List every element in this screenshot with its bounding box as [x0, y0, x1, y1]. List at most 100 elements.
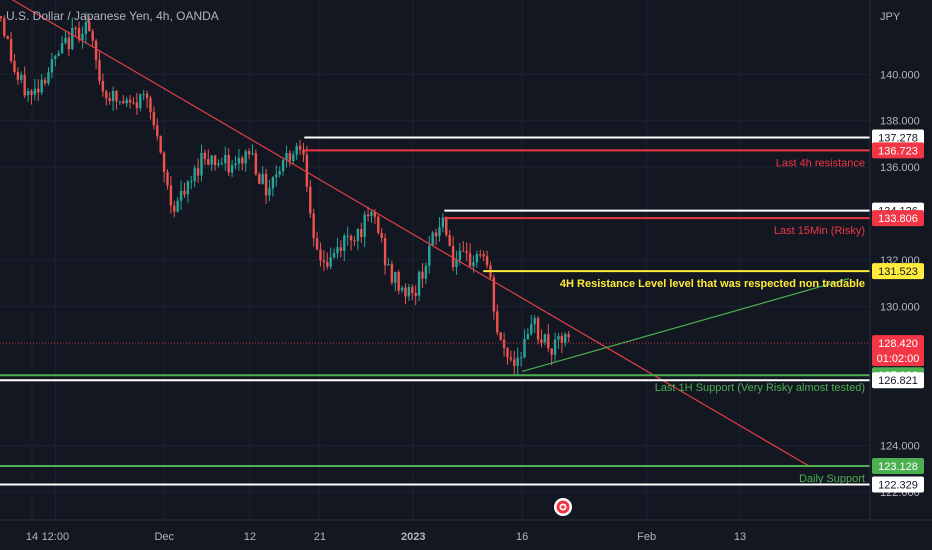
candle-body	[77, 28, 81, 41]
candle-body	[499, 332, 502, 340]
candle-body	[111, 90, 115, 101]
candle-body	[268, 188, 271, 196]
candle-body	[57, 53, 60, 56]
price-level-label-box	[872, 142, 924, 159]
time-axis-ticks: 14 12:00 Dec 12 21 2023 16 Feb 13	[26, 531, 746, 543]
time-tick-label: 14	[26, 531, 38, 543]
candle-body	[261, 173, 264, 184]
price-tick-label: 138.000	[880, 116, 920, 128]
candle-body	[326, 262, 329, 267]
candle-body	[278, 171, 281, 175]
candle-body	[217, 163, 220, 166]
candle-body	[315, 238, 319, 250]
level-annotation: 4H Resistance Level level that was respe…	[560, 278, 865, 290]
candle-body	[54, 55, 57, 60]
candle-body	[377, 216, 380, 233]
candle-body	[353, 240, 356, 242]
current-price-label: 128.420	[878, 338, 918, 350]
candle-body	[363, 214, 366, 237]
candle-body	[496, 311, 499, 333]
candle-body	[84, 22, 88, 34]
horizontal-levels[interactable]: Last 4h resistance Last 15Min (Risky) 4H R…	[0, 136, 870, 486]
price-level-label-box	[872, 210, 924, 227]
candle-body	[526, 334, 530, 340]
candle-body	[37, 88, 40, 93]
candle-body	[380, 232, 383, 239]
level-annotation: Daily Support	[799, 473, 865, 485]
candle-body	[506, 348, 509, 358]
candle-body	[26, 91, 30, 96]
candle-body	[553, 339, 557, 355]
price-tick-label: 130.000	[880, 301, 920, 313]
candle-body	[305, 154, 309, 187]
candle-body	[431, 232, 434, 246]
candle-body	[390, 264, 394, 283]
candle-body	[3, 18, 6, 36]
candle-body	[404, 287, 407, 297]
candle-body	[513, 359, 516, 367]
level-annotation: Last 1H Support (Very Risky almost teste…	[655, 382, 865, 394]
candle-body	[356, 229, 360, 242]
price-axis[interactable]	[870, 0, 932, 520]
candle-body	[540, 339, 543, 343]
candle-body	[40, 79, 43, 93]
candle-body	[465, 251, 468, 254]
target-marker-icon[interactable]	[554, 498, 572, 516]
time-tick-label: 12	[244, 531, 256, 543]
price-level-label-box	[872, 263, 924, 280]
candle-body	[366, 214, 370, 217]
candle-body	[309, 186, 312, 214]
price-level-label-text: 136.723	[878, 145, 918, 157]
candle-body	[135, 102, 139, 109]
candle-body	[13, 60, 16, 72]
candle-body	[251, 153, 254, 155]
candle-body	[428, 245, 431, 266]
candle-body	[207, 159, 210, 165]
candle-body	[322, 260, 326, 263]
candle-body	[543, 334, 547, 343]
candle-body	[213, 155, 217, 166]
price-level-label-text: 137.278	[878, 132, 918, 144]
candle-body	[414, 293, 417, 296]
level-annotation: Last 4h resistance	[776, 157, 865, 169]
candle-body	[94, 40, 98, 61]
time-axis[interactable]	[0, 520, 932, 550]
candle-body	[302, 149, 305, 155]
candle-body	[254, 153, 258, 175]
candle-body	[370, 211, 373, 217]
trendline-group[interactable]	[1, 0, 850, 468]
candle-body	[434, 232, 438, 237]
candle-body	[16, 71, 20, 80]
candle-body	[220, 163, 224, 165]
candle-body	[6, 35, 9, 40]
candle-body	[349, 235, 353, 241]
candle-body	[509, 357, 513, 360]
candle-body	[108, 98, 111, 101]
candle-body	[400, 287, 404, 291]
candle-body	[227, 155, 230, 173]
candle-body	[523, 339, 526, 358]
candle-body	[234, 163, 237, 166]
candle-body	[485, 256, 489, 266]
currency-label: JPY	[880, 11, 901, 23]
price-tick-label: 140.000	[880, 69, 920, 81]
candle-body	[159, 136, 162, 153]
candle-body	[360, 229, 363, 237]
candle-body	[421, 271, 424, 279]
candle-body	[139, 94, 142, 109]
candle-body	[295, 145, 298, 155]
candle-body	[547, 334, 550, 349]
candle-body	[438, 227, 441, 237]
candle-body	[0, 16, 3, 19]
candle-body	[118, 101, 122, 103]
candle-body	[445, 217, 448, 236]
time-tick-label: Dec	[154, 531, 174, 543]
time-tick-label: 12:00	[42, 531, 70, 543]
time-tick-label: 16	[516, 531, 528, 543]
candle-body	[50, 59, 54, 73]
candle-body	[244, 151, 247, 164]
chart-title: U.S. Dollar / Japanese Yen, 4h, OANDA	[6, 9, 219, 23]
candle-body	[142, 93, 145, 95]
candle-body	[533, 318, 536, 325]
